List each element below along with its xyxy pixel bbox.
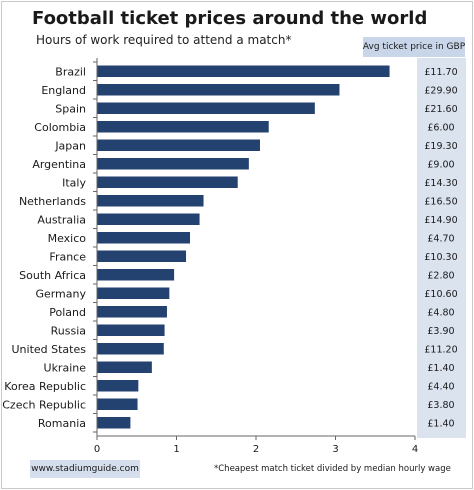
- chart-subtitle: Hours of work required to attend a match…: [36, 33, 292, 47]
- x-tick-label: 1: [173, 444, 179, 455]
- price-label: £2.80: [427, 270, 454, 281]
- category-label: Germany: [35, 287, 86, 300]
- category-label: Argentina: [32, 158, 86, 171]
- bar-russia: [97, 324, 165, 336]
- x-tick-label: 2: [253, 444, 259, 455]
- bar-italy: [97, 176, 238, 188]
- price-label: £6.00: [427, 122, 454, 133]
- price-label: £9.00: [427, 159, 454, 170]
- bar-united-states: [97, 343, 164, 355]
- bar-japan: [97, 139, 260, 151]
- bars-group: [97, 65, 390, 429]
- price-label: £4.70: [427, 233, 454, 244]
- chart-title: Football ticket prices around the world: [32, 8, 428, 29]
- price-label: £11.70: [424, 67, 457, 78]
- price-label: £10.30: [424, 252, 457, 263]
- category-label: Poland: [49, 306, 86, 319]
- price-label: £1.40: [427, 418, 454, 429]
- category-labels: Brazil England Spain Colombia Japan Argentina…: [2, 65, 86, 430]
- price-label: £16.50: [424, 196, 457, 207]
- bar-poland: [97, 306, 167, 318]
- price-label: £1.40: [427, 363, 454, 374]
- category-label: United States: [12, 343, 87, 356]
- bar-spain: [97, 102, 315, 114]
- category-label: Mexico: [48, 232, 87, 245]
- bar-south-africa: [97, 269, 175, 281]
- bar-brazil: [97, 65, 390, 77]
- price-label: £21.60: [424, 104, 457, 115]
- bar-ukraine: [97, 361, 152, 373]
- category-label: Brazil: [55, 65, 86, 78]
- price-label: £14.30: [424, 178, 457, 189]
- bar-france: [97, 250, 187, 262]
- bar-germany: [97, 287, 170, 299]
- price-label: £11.20: [424, 344, 457, 355]
- price-label: £4.80: [427, 307, 454, 318]
- x-tick-label: 3: [332, 444, 338, 455]
- category-label: Italy: [62, 176, 86, 189]
- x-tick-label: 4: [412, 444, 418, 455]
- footnote: *Cheapest match ticket divided by median…: [214, 464, 451, 474]
- price-labels: £11.70 £29.90 £21.60 £6.00 £19.30 £9.00 £14.30…: [424, 67, 457, 430]
- website-label: www.stadiumguide.com: [30, 460, 140, 478]
- price-label: £4.40: [427, 381, 454, 392]
- category-label: Australia: [37, 213, 86, 226]
- category-label: France: [49, 250, 86, 263]
- category-label: Colombia: [34, 121, 86, 134]
- bar-czech-republic: [97, 398, 138, 410]
- category-label: South Africa: [19, 269, 86, 282]
- category-label: Spain: [55, 102, 86, 115]
- category-label: Korea Republic: [4, 380, 86, 393]
- price-panel: [417, 58, 466, 438]
- bar-romania: [97, 417, 131, 429]
- bar-netherlands: [97, 195, 204, 207]
- price-label: £3.80: [427, 400, 454, 411]
- category-label: Ukraine: [44, 361, 87, 374]
- category-label: Romania: [38, 417, 86, 430]
- x-axis-ticks: 0 1 2 3 4: [93, 61, 418, 455]
- category-label: England: [41, 84, 86, 97]
- category-label: Czech Republic: [2, 398, 86, 411]
- bar-australia: [97, 213, 200, 225]
- price-label: £29.90: [424, 85, 457, 96]
- bar-mexico: [97, 232, 191, 244]
- bar-england: [97, 84, 340, 96]
- bar-korea-republic: [97, 380, 139, 392]
- x-tick-label: 0: [94, 444, 100, 455]
- bar-colombia: [97, 121, 269, 133]
- price-label: £14.90: [424, 215, 457, 226]
- category-label: Netherlands: [19, 195, 86, 208]
- price-label: £3.90: [427, 326, 454, 337]
- price-label: £19.30: [424, 141, 457, 152]
- price-panel-header: Avg ticket price in GBP: [363, 37, 465, 57]
- category-label: Japan: [54, 139, 86, 152]
- bar-argentina: [97, 158, 249, 170]
- category-label: Russia: [51, 324, 86, 337]
- price-label: £10.60: [424, 289, 457, 300]
